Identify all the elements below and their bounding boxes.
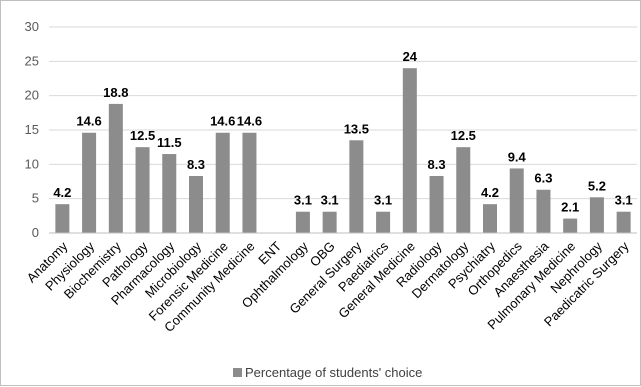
y-tick-label: 15: [25, 122, 39, 137]
x-axis: AnatomyPhysiologyBiochemistryPathologyPh…: [24, 232, 637, 335]
y-tick-label: 20: [25, 88, 39, 103]
bar: [135, 147, 150, 233]
data-label: 24: [403, 49, 418, 64]
data-label: 8.3: [428, 157, 446, 172]
bar: [456, 147, 471, 233]
bar: [189, 176, 203, 233]
data-label: 9.4: [508, 149, 527, 164]
bar: [402, 68, 417, 233]
data-label: 3.1: [294, 193, 312, 208]
bar: [82, 132, 97, 233]
data-label: 14.6: [210, 114, 235, 129]
bar: [162, 154, 177, 233]
data-label: 3.1: [374, 193, 392, 208]
data-label: 13.5: [344, 121, 369, 136]
data-label: 4.2: [481, 185, 499, 200]
data-labels: 4.214.618.812.5 11.58.314.6 14.63.1 3.113.5…: [53, 49, 632, 214]
data-label: 14.6: [237, 114, 262, 129]
y-tick-label: 5: [32, 191, 39, 206]
bar: [108, 103, 123, 233]
data-label: 3.1: [321, 193, 339, 208]
bar: [376, 211, 391, 233]
bar: [509, 168, 524, 233]
data-label: 12.5: [130, 128, 155, 143]
data-label: 12.5: [451, 128, 476, 143]
legend: Percentage of students' choice: [233, 365, 422, 380]
data-label: 18.8: [103, 85, 128, 100]
legend-label: Percentage of students' choice: [245, 365, 422, 380]
data-label: 6.3: [534, 171, 552, 186]
data-label: 11.5: [157, 135, 182, 150]
bar: [616, 211, 631, 233]
bar: [322, 211, 337, 233]
bar: [295, 211, 310, 233]
y-tick-label: 10: [25, 156, 39, 171]
data-label: 8.3: [187, 157, 205, 172]
bar: [536, 189, 551, 233]
bars: [55, 68, 631, 233]
bar: [242, 132, 257, 233]
y-axis: 0 5 10 15 20 25 30: [25, 19, 39, 240]
bar: [349, 140, 364, 233]
data-label: 2.1: [561, 200, 579, 215]
y-tick-label: 25: [25, 53, 39, 68]
bar: [429, 176, 444, 233]
bar: [589, 197, 604, 233]
data-label: 3.1: [615, 193, 633, 208]
data-label: 4.2: [53, 185, 71, 200]
bar: [215, 132, 230, 233]
data-label: 5.2: [588, 178, 606, 193]
legend-swatch: [233, 368, 242, 377]
bar: [483, 204, 497, 233]
bar: [563, 218, 578, 233]
y-tick-label: 30: [25, 19, 39, 34]
data-label: 14.6: [76, 114, 101, 129]
bar: [55, 204, 70, 233]
y-tick-label: 0: [32, 225, 39, 240]
